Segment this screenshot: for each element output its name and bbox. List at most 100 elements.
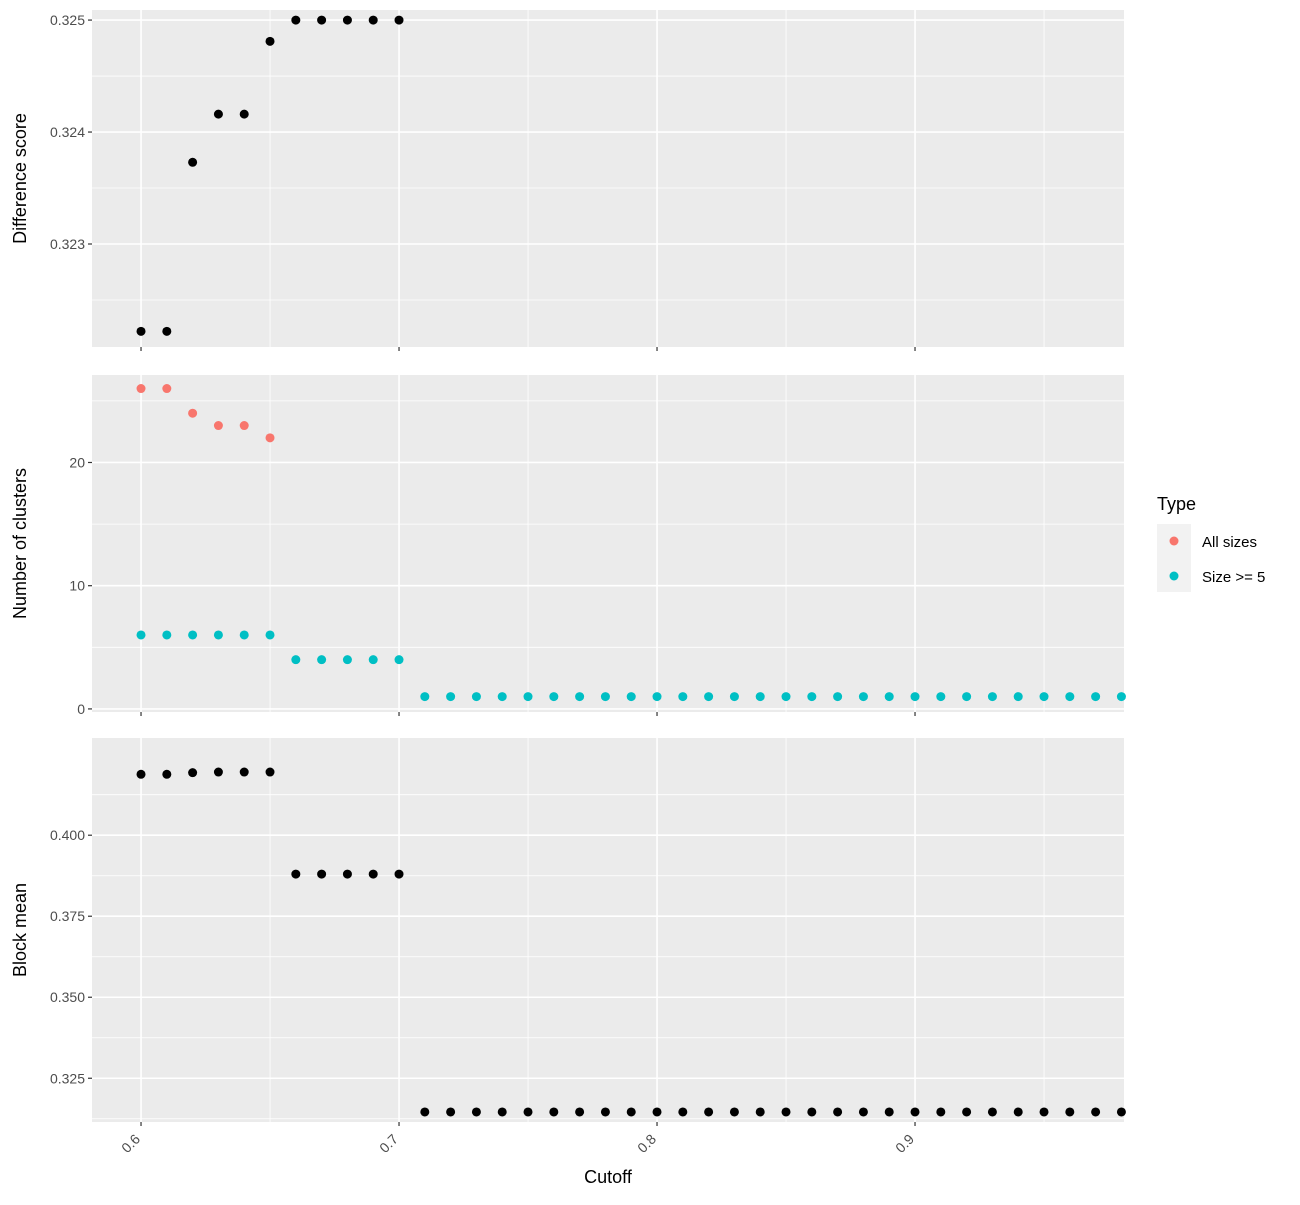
y-tick-label: 0.325 xyxy=(50,1070,85,1086)
panel-background xyxy=(92,375,1124,712)
legend-title: Type xyxy=(1157,494,1196,514)
panel-background xyxy=(92,738,1124,1122)
data-point xyxy=(858,1107,868,1117)
data-point xyxy=(910,692,920,702)
data-point xyxy=(987,692,997,702)
data-point xyxy=(1065,1107,1075,1117)
data-point xyxy=(420,692,430,702)
data-point xyxy=(291,655,301,665)
data-point xyxy=(394,15,404,25)
data-point xyxy=(884,692,894,702)
y-tick-label: 0.375 xyxy=(50,908,85,924)
x-tick-label: 0.9 xyxy=(892,1131,917,1156)
data-point xyxy=(136,326,146,336)
data-point xyxy=(1039,1107,1049,1117)
series-default xyxy=(136,767,1126,1117)
data-point xyxy=(213,767,223,777)
data-point xyxy=(265,433,275,443)
legend-key-all-sizes xyxy=(1169,536,1179,546)
series-all-sizes xyxy=(136,384,275,443)
data-point xyxy=(342,655,352,665)
data-point xyxy=(626,692,636,702)
data-point xyxy=(162,630,172,640)
y-axis-title: Number of clusters xyxy=(10,468,30,619)
data-point xyxy=(136,384,146,394)
panel-background xyxy=(92,10,1124,347)
data-point xyxy=(575,1107,585,1117)
data-point xyxy=(962,692,972,702)
x-tick-label: 0.7 xyxy=(376,1131,401,1156)
y-tick-label: 0.324 xyxy=(50,124,85,140)
data-point xyxy=(317,869,327,879)
data-point xyxy=(446,692,456,702)
data-point xyxy=(291,15,301,25)
data-point xyxy=(497,1107,507,1117)
data-point xyxy=(1091,1107,1101,1117)
data-point xyxy=(239,109,249,119)
data-point xyxy=(936,692,946,702)
data-point xyxy=(523,1107,533,1117)
data-point xyxy=(704,1107,714,1117)
data-point xyxy=(1116,692,1126,702)
data-point xyxy=(858,692,868,702)
data-point xyxy=(1116,1107,1126,1117)
data-point xyxy=(781,1107,791,1117)
data-point xyxy=(317,15,327,25)
y-tick-label: 20 xyxy=(69,454,85,470)
data-point xyxy=(678,1107,688,1117)
data-point xyxy=(1013,1107,1023,1117)
data-point xyxy=(807,692,817,702)
data-point xyxy=(291,869,301,879)
panel-bottom: 0.325 0.350 0.375 0.400 Block mean 0.6 0.7 0.8 0… xyxy=(10,738,1126,1156)
data-point xyxy=(188,157,198,167)
data-point xyxy=(910,1107,920,1117)
y-axis-title: Block mean xyxy=(10,883,30,977)
data-point xyxy=(471,692,481,702)
x-tick-label: 0.8 xyxy=(634,1131,659,1156)
data-point xyxy=(833,1107,843,1117)
panels: 0.323 0.324 0.325 Difference score 0 10 20 Numb… xyxy=(10,10,1126,1156)
data-point xyxy=(678,692,688,702)
data-point xyxy=(420,1107,430,1117)
data-point xyxy=(497,692,507,702)
data-point xyxy=(652,692,662,702)
data-point xyxy=(394,655,404,665)
y-tick-label: 0.350 xyxy=(50,989,85,1005)
y-tick-label: 0 xyxy=(77,701,85,717)
data-point xyxy=(549,692,559,702)
data-point xyxy=(239,630,249,640)
data-point xyxy=(600,1107,610,1117)
panel-top: 0.323 0.324 0.325 Difference score xyxy=(10,10,1124,351)
y-tick-label: 0.323 xyxy=(50,236,85,252)
data-point xyxy=(833,692,843,702)
data-point xyxy=(136,769,146,779)
data-point xyxy=(962,1107,972,1117)
data-point xyxy=(987,1107,997,1117)
data-point xyxy=(471,1107,481,1117)
x-axis-title: Cutoff xyxy=(584,1167,633,1187)
data-point xyxy=(136,630,146,640)
data-point xyxy=(368,869,378,879)
data-point xyxy=(523,692,533,702)
data-point xyxy=(1091,692,1101,702)
data-point xyxy=(704,692,714,702)
data-point xyxy=(936,1107,946,1117)
data-point xyxy=(575,692,585,702)
data-point xyxy=(781,692,791,702)
data-point xyxy=(1013,692,1023,702)
data-point xyxy=(213,109,223,119)
data-point xyxy=(729,1107,739,1117)
data-point xyxy=(1065,692,1075,702)
legend-key-size-ge-5 xyxy=(1169,571,1179,581)
y-axis-title: Difference score xyxy=(10,113,30,244)
data-point xyxy=(342,869,352,879)
y-tick-label: 0.325 xyxy=(50,12,85,28)
y-tick-label: 0.400 xyxy=(50,827,85,843)
data-point xyxy=(884,1107,894,1117)
data-point xyxy=(368,655,378,665)
data-point xyxy=(652,1107,662,1117)
data-point xyxy=(265,36,275,46)
data-point xyxy=(265,630,275,640)
